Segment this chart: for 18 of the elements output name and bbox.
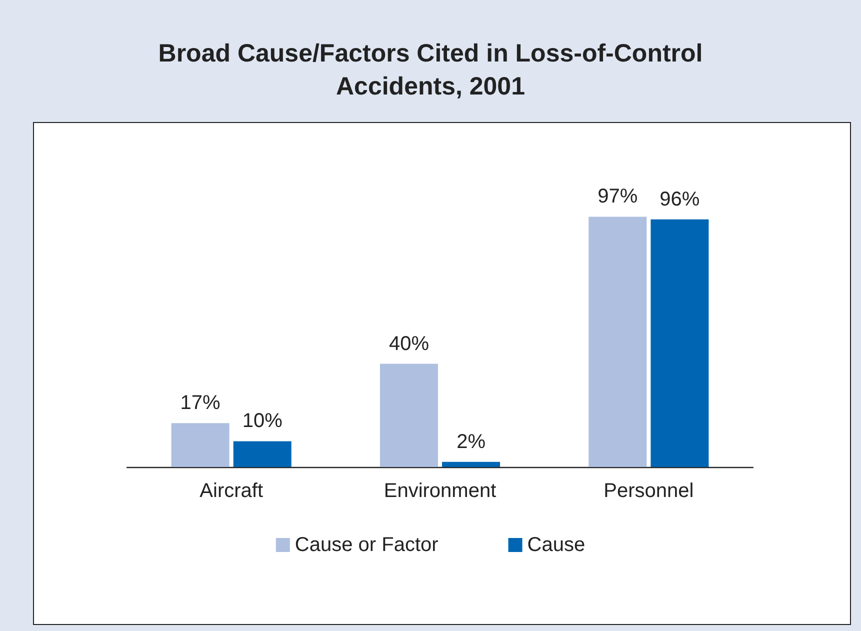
data-label: 10% [242,410,283,432]
bar [650,219,709,467]
legend-label: Cause or Factor [294,534,439,556]
bar [588,216,647,467]
bar [171,423,230,467]
bar [442,462,500,467]
data-label: 40% [388,332,430,355]
bar [233,441,292,467]
data-label: 2% [456,430,486,453]
data-label: 17% [180,392,221,414]
bar [380,364,438,467]
data-label: 96% [660,188,700,210]
data-label: 97% [598,186,638,208]
x-tick-label: Personnel [604,480,694,502]
legend-label: Cause [527,534,586,556]
chart-title: Broad Cause/Factors Cited in Loss-of-Control Accidents, 2001 [158,40,703,100]
x-tick-label: Aircraft [200,480,264,502]
x-tick-label: Environment [384,480,497,502]
